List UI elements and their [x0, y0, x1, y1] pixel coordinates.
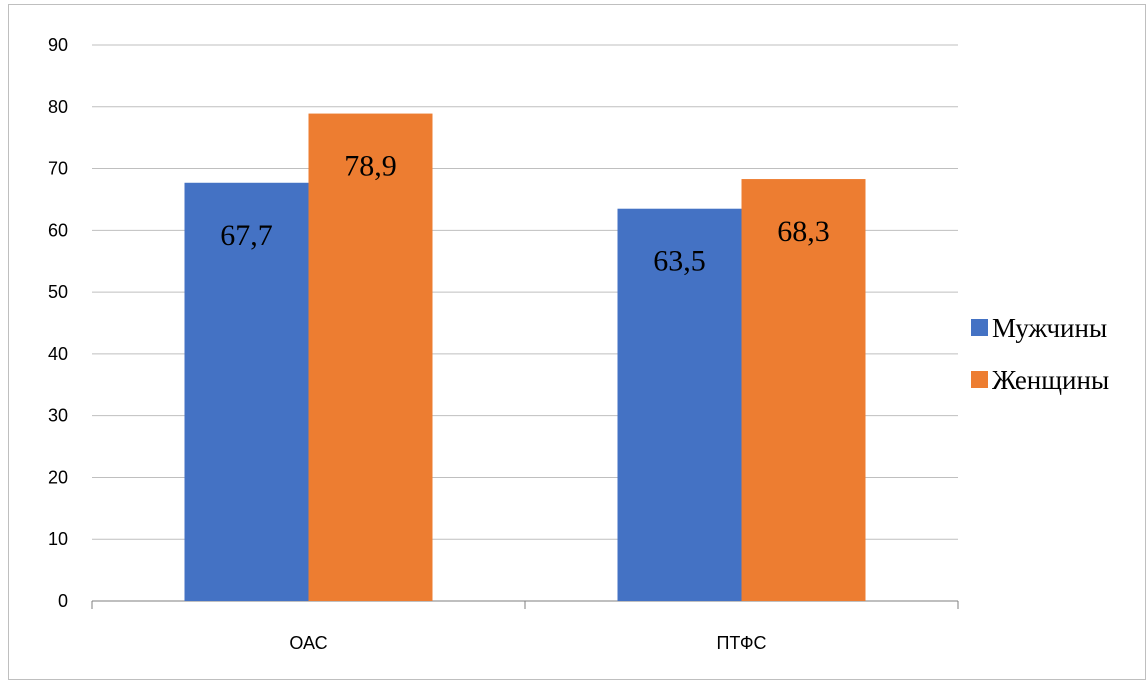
y-tick-label: 50	[48, 282, 68, 302]
y-tick-label: 70	[48, 159, 68, 179]
y-tick-label: 0	[58, 591, 68, 611]
y-tick-label: 10	[48, 529, 68, 549]
y-tick-label: 60	[48, 220, 68, 240]
x-category-label: ОАС	[289, 633, 327, 653]
y-tick-label: 40	[48, 344, 68, 364]
legend-swatch	[971, 371, 988, 388]
y-tick-label: 80	[48, 97, 68, 117]
bar-men	[617, 208, 742, 601]
legend-label: Мужчины	[992, 313, 1107, 343]
y-tick-label: 20	[48, 467, 68, 487]
bar-men	[184, 182, 309, 601]
x-category-label: ПТФС	[716, 633, 766, 653]
bar-women	[308, 113, 433, 601]
legend-label: Женщины	[992, 365, 1109, 395]
data-label: 68,3	[777, 215, 830, 248]
data-label: 78,9	[344, 150, 397, 183]
data-label: 67,7	[220, 219, 273, 252]
data-label: 63,5	[653, 245, 706, 278]
y-tick-label: 90	[48, 35, 68, 55]
y-tick-label: 30	[48, 406, 68, 426]
legend-swatch	[971, 319, 988, 336]
bar-women	[741, 179, 866, 601]
